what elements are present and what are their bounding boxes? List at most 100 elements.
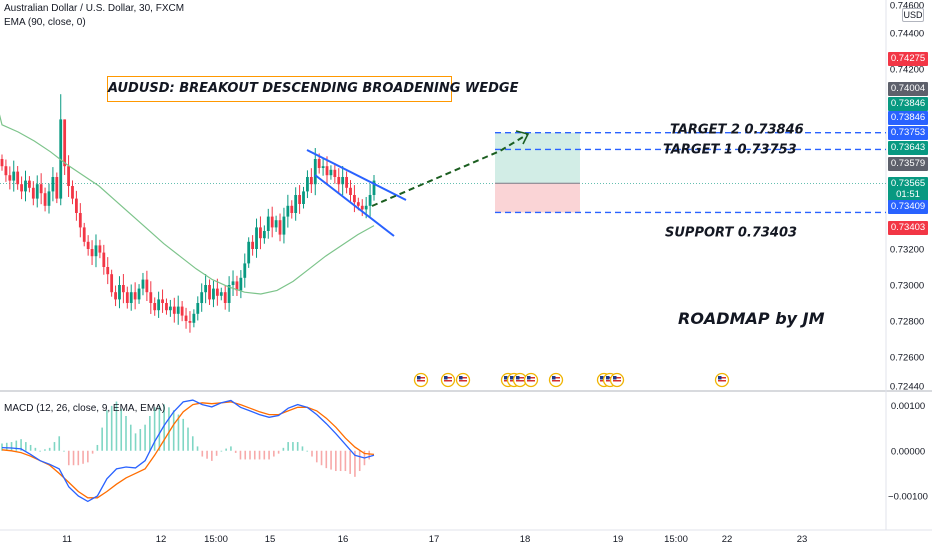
candle-body — [200, 292, 204, 303]
event-icon-stripe — [417, 380, 425, 382]
price-tick-label: 0.72800 — [890, 317, 924, 328]
economic-calendar-flag-icon — [455, 372, 471, 388]
macd-histogram-bar — [296, 442, 299, 451]
macd-histogram-bar — [129, 424, 132, 451]
macd-histogram-bar — [149, 415, 151, 451]
macd-histogram-bar — [263, 450, 266, 460]
macd-histogram-bar — [187, 427, 189, 451]
candle-body — [192, 313, 196, 323]
candle-body — [153, 303, 157, 311]
macd-histogram-bar — [301, 446, 304, 451]
candle-body — [278, 220, 282, 235]
candle-body — [137, 288, 141, 300]
roadmap-annotation: ROADMAP by JM — [678, 309, 825, 328]
candle-body — [215, 288, 219, 296]
candle-body — [8, 175, 12, 181]
price-tag: 0.74004 — [888, 82, 928, 96]
candle-body — [364, 205, 368, 210]
macd-tick-label: 0.00000 — [891, 446, 925, 457]
candle-body — [51, 177, 55, 192]
candle-body — [286, 205, 290, 217]
price-tag: 01:51 — [888, 188, 928, 202]
candle-body — [282, 216, 286, 235]
macd-histogram-bar — [91, 450, 94, 454]
macd-histogram-bar — [20, 439, 22, 451]
price-tag: 0.73846 — [888, 97, 928, 111]
stop-zone — [495, 183, 580, 213]
candle-body — [188, 321, 192, 323]
macd-histogram-bar — [358, 450, 361, 472]
time-tick-label: 19 — [613, 534, 624, 545]
currency-badge[interactable]: USD — [902, 8, 924, 22]
candle-body — [98, 245, 102, 253]
macd-histogram-bar — [1, 443, 3, 451]
time-tick-label: 18 — [520, 534, 531, 545]
candle-body — [86, 241, 90, 249]
candle-body — [353, 195, 356, 203]
price-tag: 0.73403 — [888, 221, 928, 235]
macd-histogram-bar — [268, 450, 270, 460]
price-tick-label: 0.74400 — [890, 29, 924, 40]
candle-body — [262, 231, 266, 239]
event-icon-canton — [510, 376, 514, 380]
event-icon-stripe — [606, 377, 614, 379]
macd-histogram-bar — [82, 450, 84, 464]
candle-body — [102, 252, 106, 267]
macd-histogram-bar — [153, 407, 156, 451]
macd-histogram-bar — [191, 436, 194, 451]
event-icon-stripe — [718, 377, 726, 379]
macd-histogram-bar — [282, 447, 285, 451]
symbol-title: Australian Dollar / U.S. Dollar, 30, FXC… — [4, 3, 185, 14]
event-icon-canton — [516, 376, 520, 380]
event-icon-stripe — [516, 380, 524, 382]
candle-body — [251, 241, 255, 249]
forecast-arrow-path — [371, 133, 529, 207]
macd-histogram-bar — [177, 414, 180, 451]
candle-body — [184, 315, 188, 321]
ema-line — [0, 114, 375, 295]
candle-body — [59, 119, 63, 199]
ema-legend[interactable]: EMA (90, close, 0) — [4, 17, 86, 28]
candle-body — [337, 177, 341, 185]
macd-histogram-bar — [120, 408, 123, 451]
candle-body — [168, 306, 172, 311]
price-tick-label: 0.74600 — [890, 1, 924, 12]
candle-body — [349, 187, 352, 195]
target-1-label: TARGET 1 0.73753 — [663, 142, 797, 157]
event-icon-canton — [527, 376, 531, 380]
candle-body — [28, 180, 31, 188]
macd-histogram-bar — [158, 405, 161, 451]
candle-body — [196, 303, 200, 314]
macd-histogram-bar — [335, 450, 337, 472]
candle-body — [325, 166, 329, 176]
macd-histogram-bar — [206, 450, 208, 459]
macd-histogram-bar — [277, 450, 280, 454]
candle-body — [341, 177, 345, 185]
candle-body — [223, 292, 227, 303]
macd-histogram-bar — [168, 407, 170, 451]
macd-histogram-bar — [87, 450, 89, 463]
macd-legend[interactable]: MACD (12, 26, close, 9, EMA, EMA) — [4, 403, 166, 414]
candle-body — [259, 227, 262, 239]
macd-histogram-bar — [25, 442, 27, 451]
time-tick-label: 23 — [797, 534, 808, 545]
macd-histogram-bar — [258, 450, 261, 460]
macd-histogram — [1, 401, 371, 477]
candle-body — [313, 159, 317, 185]
macd-histogram-bar — [230, 446, 232, 451]
macd-histogram-bar — [139, 429, 142, 451]
macd-histogram-bar — [144, 424, 146, 451]
macd-histogram-bar — [306, 450, 309, 452]
macd-histogram-bar — [211, 450, 213, 461]
candle-body — [0, 159, 4, 167]
event-icon-canton — [552, 376, 556, 380]
candle-body — [165, 303, 168, 311]
event-icon-stripe — [552, 377, 560, 379]
price-tag: 0.73643 — [888, 141, 928, 155]
candle-body — [345, 177, 348, 188]
candle-body — [149, 292, 153, 303]
economic-calendar-flag-icon — [523, 372, 539, 388]
candle-body — [161, 299, 164, 303]
